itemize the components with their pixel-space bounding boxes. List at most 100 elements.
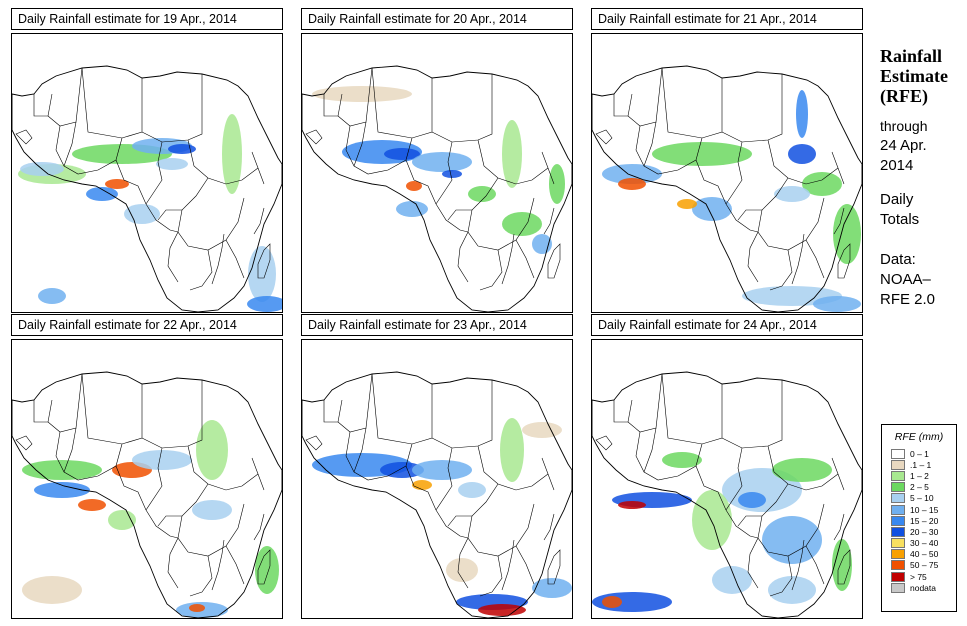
rainfall-blob: [618, 501, 646, 509]
legend-swatch: [891, 538, 905, 549]
legend-item: > 75: [882, 571, 956, 582]
legend-swatch: [891, 493, 905, 504]
country-border: [721, 74, 783, 143]
legend-item: 0 – 1: [882, 448, 956, 459]
country-border: [115, 159, 147, 205]
legend-item: 40 – 50: [882, 549, 956, 560]
country-border: [725, 141, 743, 205]
legend-label: 30 – 40: [910, 538, 939, 549]
rainfall-blob: [22, 576, 82, 604]
country-border: [725, 203, 759, 233]
country-border: [747, 231, 759, 283]
legend-title: RFE (mm): [894, 431, 944, 443]
country-border: [661, 67, 723, 139]
country-border: [47, 373, 83, 433]
panel-title: Daily Rainfall estimate for 21 Apr., 201…: [591, 8, 863, 30]
rainfall-blob: [502, 120, 522, 188]
legend-label: 10 – 15: [910, 504, 939, 515]
panel-title: Daily Rainfall estimate for 22 Apr., 201…: [11, 314, 283, 336]
rainfall-blob: [468, 186, 496, 202]
legend-item: 20 – 30: [882, 526, 956, 537]
rainfall-blob: [532, 578, 572, 598]
rainfall-blob: [412, 152, 472, 172]
rainfall-blob: [602, 596, 622, 608]
rainfall-blob: [772, 458, 832, 482]
rainfall-map: [11, 33, 283, 313]
panel-title: Daily Rainfall estimate for 19 Apr., 201…: [11, 8, 283, 30]
country-border: [643, 427, 657, 473]
country-border: [405, 465, 437, 511]
rainfall-blob: [549, 164, 565, 204]
legend-swatch: [891, 549, 905, 560]
rainfall-map: [591, 339, 863, 619]
country-border: [177, 483, 245, 557]
country-border: [253, 207, 265, 235]
rainfall-blob: [788, 144, 816, 164]
rainfall-map: [301, 33, 573, 313]
continent-outline: [12, 65, 282, 312]
country-border: [305, 129, 323, 145]
country-border: [167, 231, 179, 283]
heading-line: (RFE): [880, 86, 928, 106]
legend-label: 1 – 2: [910, 470, 929, 481]
country-border: [747, 537, 759, 589]
country-border: [791, 539, 805, 591]
source-line: Data:: [880, 251, 916, 268]
country-border: [371, 373, 433, 445]
country-border: [177, 177, 245, 251]
country-border: [501, 233, 515, 285]
legend-label: 20 – 30: [910, 526, 939, 537]
country-border: [695, 465, 727, 511]
rainfall-blob: [247, 296, 282, 312]
country-border: [695, 159, 727, 205]
rainfall-blob: [189, 604, 205, 612]
country-border: [457, 231, 469, 283]
country-border: [353, 427, 367, 473]
country-border: [145, 509, 179, 539]
rainfall-overlay: [18, 114, 282, 312]
country-border: [543, 207, 555, 235]
country-border: [33, 93, 53, 117]
country-border: [725, 447, 743, 511]
rainfall-blob: [677, 199, 697, 209]
rainfall-blob: [458, 482, 486, 498]
totals-line: Totals: [880, 211, 920, 228]
country-border: [431, 380, 493, 449]
country-border: [515, 239, 535, 279]
country-border: [63, 121, 77, 167]
rainfall-blob: [108, 510, 136, 530]
country-border: [189, 249, 213, 291]
country-border: [63, 427, 77, 473]
end-year-line: 2014: [880, 157, 914, 174]
rainfall-blob: [774, 186, 810, 202]
map-panel-24-apr: Daily Rainfall estimate for 24 Apr., 201…: [591, 314, 863, 619]
legend-item: nodata: [882, 582, 956, 593]
country-border: [457, 537, 469, 589]
rainfall-blob: [248, 246, 276, 302]
country-border: [737, 209, 762, 221]
country-border: [833, 513, 845, 541]
country-border: [81, 373, 143, 445]
rainfall-blob: [222, 114, 242, 194]
rainfall-blob: [602, 164, 662, 184]
country-border: [353, 121, 367, 167]
source-line: NOAA–: [880, 271, 931, 288]
through-date: through 24 Apr. 2014: [880, 116, 927, 176]
country-border: [211, 233, 225, 285]
rainfall-blob: [34, 482, 90, 498]
rainfall-blob: [132, 450, 192, 470]
country-border: [477, 445, 549, 491]
rainfall-blob: [618, 178, 646, 190]
country-border: [833, 207, 845, 235]
rainfall-blob: [192, 500, 232, 520]
rainfall-blob: [124, 204, 160, 224]
rainfall-blob: [38, 288, 66, 304]
totals-line: Daily: [880, 191, 914, 208]
rainfall-blob: [446, 558, 478, 582]
country-border: [627, 373, 663, 433]
legend-item: 1 – 2: [882, 470, 956, 481]
legend-swatch: [891, 526, 905, 537]
country-border: [661, 373, 723, 445]
country-border: [145, 447, 163, 511]
island-outline: [837, 549, 851, 585]
